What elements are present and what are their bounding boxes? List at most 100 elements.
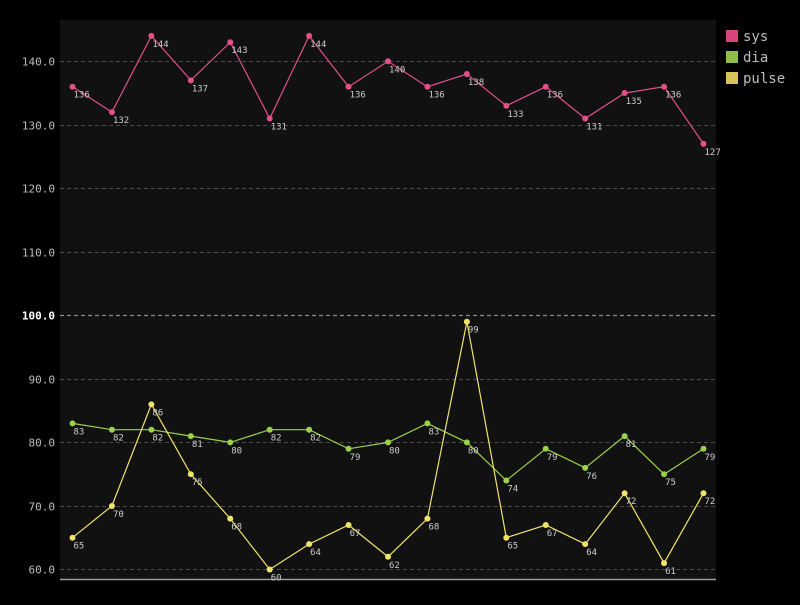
data-label: 82 <box>271 434 282 444</box>
grid-lines <box>60 61 716 570</box>
legend-swatch-pulse <box>726 72 738 84</box>
data-label: 80 <box>468 446 479 456</box>
data-label: 136 <box>665 91 681 101</box>
series-group: 136 132 144 137 143 131 144 136 140 136 138 133 136 1… <box>69 32 721 583</box>
data-label: 136 <box>547 91 563 101</box>
data-point <box>69 83 76 90</box>
data-label: 72 <box>705 497 716 507</box>
data-point <box>661 560 668 567</box>
legend-label-dia: dia <box>743 50 768 66</box>
data-label: 68 <box>428 523 439 533</box>
data-point <box>424 83 431 90</box>
data-point <box>463 70 470 77</box>
data-point <box>108 109 115 116</box>
data-point <box>69 534 76 541</box>
data-point <box>148 32 155 39</box>
data-label: 99 <box>468 326 479 336</box>
data-point <box>345 522 352 529</box>
legend-label-pulse: pulse <box>743 71 785 87</box>
data-label: 144 <box>310 40 326 50</box>
data-point <box>424 515 431 522</box>
data-label: 131 <box>271 122 287 132</box>
data-label: 81 <box>192 440 203 450</box>
series-dia: 83 82 82 81 80 82 82 79 80 83 80 74 79 76 81 75 79 <box>69 420 716 495</box>
data-point <box>227 439 234 446</box>
data-point <box>700 445 707 452</box>
data-label: 60 <box>271 573 282 583</box>
data-point <box>345 83 352 90</box>
data-point <box>621 90 628 97</box>
data-label: 131 <box>586 122 602 132</box>
data-point <box>621 490 628 497</box>
data-label: 127 <box>705 148 721 158</box>
legend-swatch-sys <box>726 30 738 42</box>
data-point <box>266 426 273 433</box>
data-label: 76 <box>586 472 597 482</box>
data-label: 144 <box>152 40 168 50</box>
data-point <box>187 77 194 84</box>
data-label: 82 <box>113 434 124 444</box>
data-point <box>661 83 668 90</box>
data-point <box>345 445 352 452</box>
data-point <box>148 401 155 408</box>
data-point <box>542 83 549 90</box>
data-label: 135 <box>626 97 642 107</box>
data-label: 75 <box>192 478 203 488</box>
data-point <box>503 534 510 541</box>
data-label: 83 <box>428 427 439 437</box>
data-point <box>542 445 549 452</box>
data-point <box>582 115 589 122</box>
data-label: 79 <box>547 453 558 463</box>
legend: sys dia pulse <box>726 29 785 87</box>
series-pulse: 65 70 86 75 68 60 64 67 62 68 99 65 67 64 72 61 72 <box>69 318 716 583</box>
data-label: 82 <box>310 434 321 444</box>
data-label: 75 <box>665 478 676 488</box>
data-label: 136 <box>428 91 444 101</box>
data-label: 80 <box>389 446 400 456</box>
data-label: 137 <box>192 84 208 94</box>
legend-swatch-dia <box>726 51 738 63</box>
data-label: 79 <box>350 453 361 463</box>
y-tick-label: 80.0 <box>29 437 56 450</box>
data-label: 72 <box>626 497 637 507</box>
data-point <box>108 502 115 509</box>
data-label: 64 <box>586 548 597 558</box>
data-point <box>148 426 155 433</box>
data-label: 136 <box>74 91 90 101</box>
data-point <box>187 433 194 440</box>
y-tick-label: 140.0 <box>22 56 55 69</box>
data-point <box>306 541 313 548</box>
y-tick-labels: 60.0 70.0 80.0 90.0 100.0 110.0 120.0 130.0 140.… <box>22 56 55 577</box>
data-label: 86 <box>152 408 163 418</box>
data-point <box>661 471 668 478</box>
data-point <box>306 32 313 39</box>
series-sys: 136 132 144 137 143 131 144 136 140 136 138 133 136 1… <box>69 32 721 158</box>
data-point <box>621 433 628 440</box>
y-tick-label: 120.0 <box>22 183 55 196</box>
data-point <box>582 464 589 471</box>
data-label: 70 <box>113 510 124 520</box>
data-label: 65 <box>507 542 518 552</box>
data-label: 65 <box>74 542 85 552</box>
plot-area <box>60 20 716 579</box>
data-label: 132 <box>113 116 129 126</box>
data-point <box>187 471 194 478</box>
y-tick-label: 110.0 <box>22 247 55 260</box>
data-label: 74 <box>507 485 518 495</box>
data-label: 67 <box>350 529 361 539</box>
data-point <box>700 490 707 497</box>
y-tick-label: 90.0 <box>29 374 56 387</box>
data-point <box>306 426 313 433</box>
y-tick-label: 60.0 <box>29 564 56 577</box>
data-label: 138 <box>468 78 484 88</box>
data-label: 140 <box>389 65 405 75</box>
data-point <box>700 140 707 147</box>
data-point <box>542 522 549 529</box>
data-label: 79 <box>705 453 716 463</box>
data-point <box>227 515 234 522</box>
data-label: 67 <box>547 529 558 539</box>
data-label: 81 <box>626 440 637 450</box>
data-label: 136 <box>350 91 366 101</box>
